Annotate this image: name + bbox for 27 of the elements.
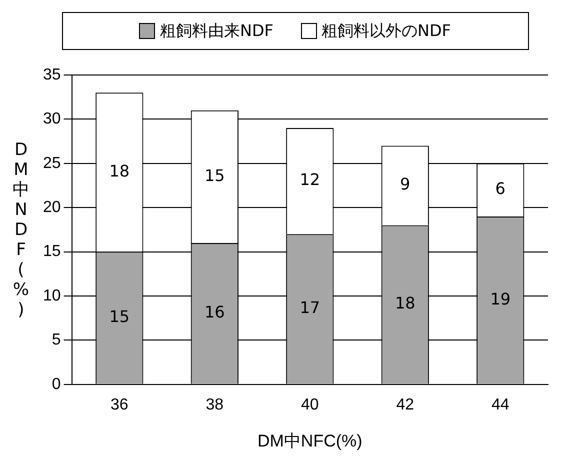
data-label: 19	[490, 289, 511, 308]
y-tick-label: 10	[43, 287, 61, 304]
data-label: 6	[495, 179, 506, 198]
data-label: 12	[300, 170, 320, 190]
data-label: 15	[109, 307, 130, 326]
x-tick-label: 40	[301, 396, 319, 414]
y-tick-label: 25	[43, 154, 61, 172]
y-tick-label: 20	[43, 199, 61, 216]
y-tick-label: 15	[43, 243, 61, 260]
y-tick-label: 30	[43, 110, 61, 128]
y-tick-label: 0	[52, 376, 61, 393]
data-label: 18	[394, 294, 416, 313]
data-label: 16	[204, 302, 225, 322]
x-tick-label: 42	[396, 396, 414, 414]
x-tick-label: 44	[491, 396, 510, 414]
legend-label: 粗飼料由来NDF	[160, 20, 274, 42]
text: DM中NDF(%)	[12, 140, 30, 320]
x-tick-label: 38	[206, 396, 224, 414]
data-label: 9	[400, 174, 410, 194]
y-tick-label: 5	[52, 332, 61, 349]
data-label: 15	[204, 166, 225, 185]
x-axis-title: DM中NFC(%)	[257, 431, 362, 450]
data-label: 18	[109, 161, 130, 180]
y-tick-label: 35	[43, 66, 61, 84]
legend-label: 粗飼料以外のNDF	[322, 20, 451, 42]
data-label: 17	[300, 298, 320, 318]
x-tick-label: 36	[110, 396, 128, 414]
